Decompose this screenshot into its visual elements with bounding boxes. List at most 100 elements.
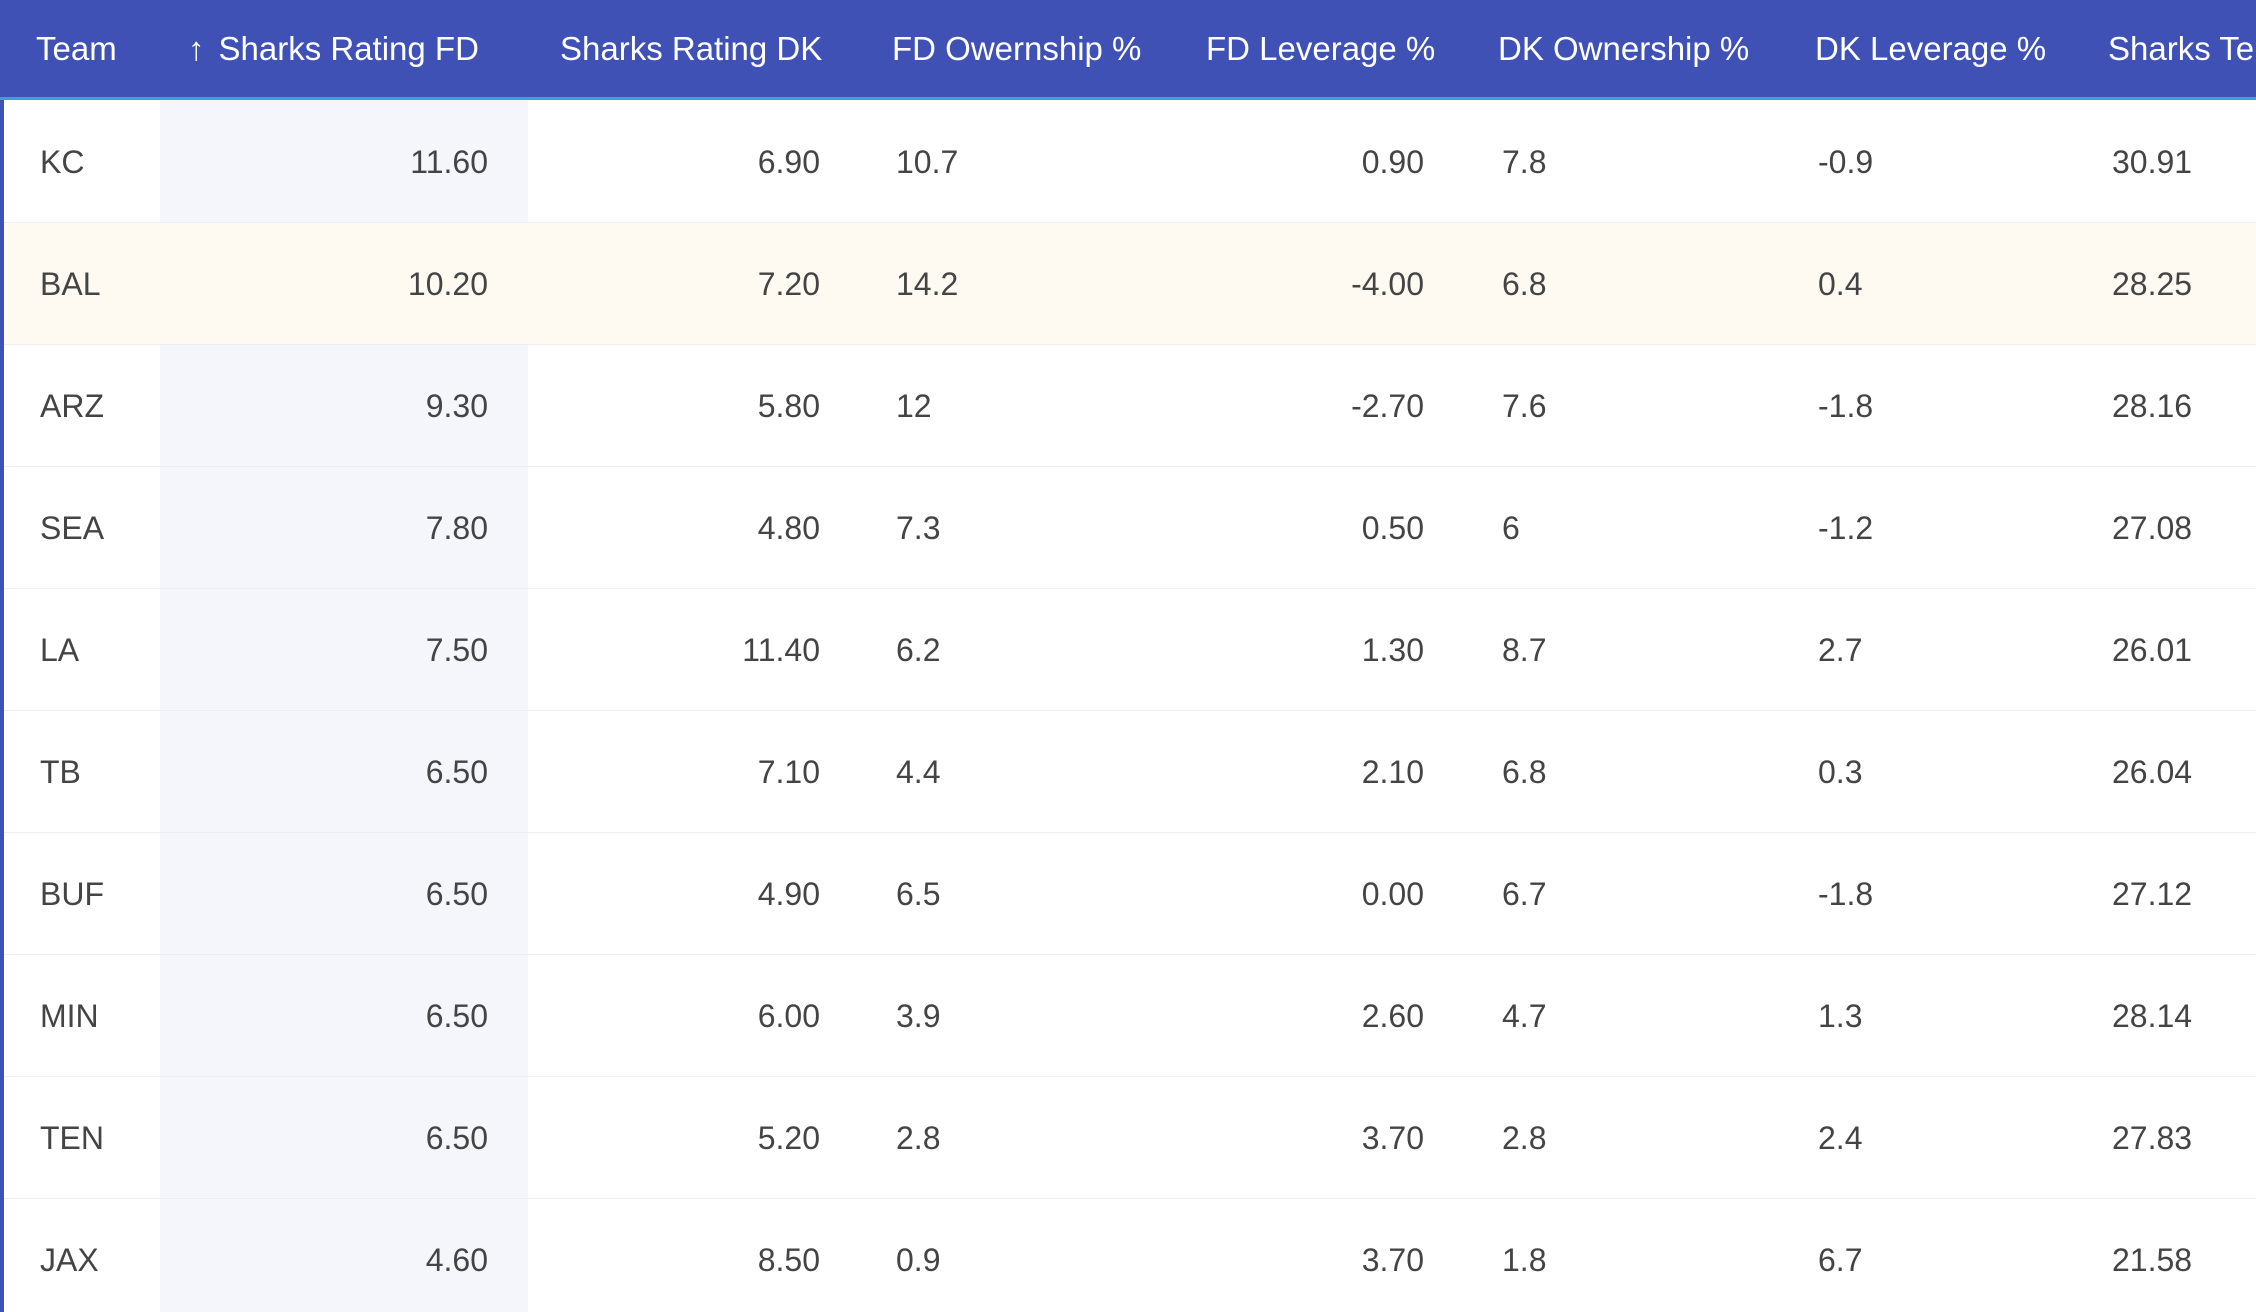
cell-dk-leverage: 0.4 bbox=[1818, 266, 1863, 302]
cell-fd-leverage: 0.50 bbox=[1361, 510, 1424, 546]
cell-team: KC bbox=[40, 144, 85, 180]
cell-dk-leverage: 0.3 bbox=[1818, 754, 1863, 790]
cell-fd-ownership: 6.5 bbox=[896, 876, 941, 912]
table-row[interactable]: MIN 6.50 6.00 3.9 2.60 4.7 1.3 28.14 bbox=[4, 955, 2256, 1077]
cell-sharks-rating-dk: 6.00 bbox=[757, 998, 820, 1034]
table-row[interactable]: TB 6.50 7.10 4.4 2.10 6.8 0.3 26.04 bbox=[4, 711, 2256, 833]
table-row[interactable]: KC 11.60 6.90 10.7 0.90 7.8 -0.9 30.91 bbox=[4, 101, 2256, 223]
cell-team: TEN bbox=[40, 1120, 104, 1156]
cell-fd-leverage: 0.00 bbox=[1361, 876, 1424, 912]
cell-sharks-team: 27.12 bbox=[2112, 876, 2193, 912]
cell-team: SEA bbox=[40, 510, 105, 546]
cell-sharks-team: 28.25 bbox=[2112, 266, 2193, 302]
table-row[interactable]: BAL 10.20 7.20 14.2 -4.00 6.8 0.4 28.25 bbox=[4, 223, 2256, 345]
cell-sharks-team: 28.16 bbox=[2112, 388, 2193, 424]
cell-sharks-rating-fd: 10.20 bbox=[407, 266, 488, 302]
header-dk-ownership[interactable]: DK Ownership % bbox=[1498, 0, 1749, 97]
cell-fd-leverage: 1.30 bbox=[1361, 632, 1424, 668]
arrow-up-icon: ↑ bbox=[188, 30, 205, 67]
cell-dk-ownership: 4.7 bbox=[1502, 998, 1547, 1034]
cell-sharks-rating-dk: 8.50 bbox=[757, 1242, 820, 1278]
cell-fd-ownership: 10.7 bbox=[896, 144, 959, 180]
header-sharks-rating-dk[interactable]: Sharks Rating DK bbox=[560, 0, 822, 97]
cell-sharks-rating-fd: 7.80 bbox=[425, 510, 488, 546]
cell-dk-ownership: 2.8 bbox=[1502, 1120, 1547, 1156]
cell-sharks-rating-dk: 11.40 bbox=[742, 632, 820, 668]
cell-fd-leverage: 3.70 bbox=[1361, 1120, 1424, 1156]
cell-fd-leverage: 2.10 bbox=[1361, 754, 1424, 790]
header-label: Sharks Rating FD bbox=[218, 30, 479, 67]
header-label: DK Ownership % bbox=[1498, 30, 1750, 67]
cell-sharks-rating-fd: 6.50 bbox=[425, 876, 488, 912]
header-sharks-team[interactable]: Sharks Te bbox=[2108, 0, 2254, 97]
cell-sharks-rating-fd: 6.50 bbox=[425, 1120, 488, 1156]
cell-fd-leverage: 2.60 bbox=[1361, 998, 1424, 1034]
cell-sharks-rating-dk: 5.80 bbox=[757, 388, 820, 424]
cell-dk-leverage: 6.7 bbox=[1818, 1242, 1863, 1278]
header-label: FD Leverage % bbox=[1206, 30, 1436, 67]
table-row[interactable]: LA 7.50 11.40 6.2 1.30 8.7 2.7 26.01 bbox=[4, 589, 2256, 711]
table-row[interactable]: ARZ 9.30 5.80 12 -2.70 7.6 -1.8 28.16 bbox=[4, 345, 2256, 467]
cell-team: BUF bbox=[40, 876, 104, 912]
header-label: FD Owernship % bbox=[892, 30, 1142, 67]
table-left-border bbox=[0, 100, 4, 1312]
cell-sharks-team: 27.08 bbox=[2112, 510, 2193, 546]
cell-team: MIN bbox=[40, 998, 99, 1034]
cell-dk-leverage: -1.2 bbox=[1818, 510, 1874, 546]
header-label: Sharks Te bbox=[2108, 30, 2255, 67]
cell-fd-ownership: 4.4 bbox=[896, 754, 941, 790]
cell-dk-leverage: 2.4 bbox=[1818, 1120, 1863, 1156]
cell-dk-ownership: 8.7 bbox=[1502, 632, 1547, 668]
cell-fd-ownership: 14.2 bbox=[896, 266, 959, 302]
cell-fd-ownership: 0.9 bbox=[896, 1242, 941, 1278]
cell-sharks-rating-fd: 9.30 bbox=[425, 388, 488, 424]
table-row[interactable]: BUF 6.50 4.90 6.5 0.00 6.7 -1.8 27.12 bbox=[4, 833, 2256, 955]
cell-fd-ownership: 7.3 bbox=[896, 510, 941, 546]
cell-dk-ownership: 6.8 bbox=[1502, 754, 1547, 790]
cell-sharks-rating-dk: 7.20 bbox=[757, 266, 820, 302]
cell-sharks-rating-fd: 7.50 bbox=[425, 632, 488, 668]
cell-sharks-rating-dk: 6.90 bbox=[757, 144, 820, 180]
cell-fd-leverage: 0.90 bbox=[1361, 144, 1424, 180]
cell-dk-ownership: 7.6 bbox=[1502, 388, 1547, 424]
cell-sharks-rating-fd: 4.60 bbox=[425, 1242, 488, 1278]
cell-fd-ownership: 2.8 bbox=[896, 1120, 941, 1156]
cell-dk-leverage: -1.8 bbox=[1818, 388, 1874, 424]
header-label: Team bbox=[36, 30, 117, 67]
cell-sharks-rating-fd: 11.60 bbox=[410, 144, 488, 180]
cell-dk-ownership: 6.7 bbox=[1502, 876, 1547, 912]
cell-team: ARZ bbox=[40, 388, 104, 424]
table-row[interactable]: TEN 6.50 5.20 2.8 3.70 2.8 2.4 27.83 bbox=[4, 1077, 2256, 1199]
table-row[interactable]: SEA 7.80 4.80 7.3 0.50 6 -1.2 27.08 bbox=[4, 467, 2256, 589]
cell-dk-ownership: 6.8 bbox=[1502, 266, 1547, 302]
cell-team: TB bbox=[40, 754, 81, 790]
cell-sharks-team: 28.14 bbox=[2112, 998, 2193, 1034]
table-row[interactable]: JAX 4.60 8.50 0.9 3.70 1.8 6.7 21.58 bbox=[4, 1199, 2256, 1312]
cell-fd-leverage: 3.70 bbox=[1361, 1242, 1424, 1278]
cell-dk-ownership: 7.8 bbox=[1502, 144, 1547, 180]
header-fd-ownership[interactable]: FD Owernship % bbox=[892, 0, 1141, 97]
cell-dk-ownership: 1.8 bbox=[1502, 1242, 1547, 1278]
cell-sharks-team: 27.83 bbox=[2112, 1120, 2193, 1156]
header-fd-leverage[interactable]: FD Leverage % bbox=[1206, 0, 1435, 97]
cell-sharks-rating-dk: 4.90 bbox=[757, 876, 820, 912]
cell-sharks-rating-dk: 7.10 bbox=[757, 754, 820, 790]
header-label: DK Leverage % bbox=[1815, 30, 2047, 67]
cell-dk-leverage: -0.9 bbox=[1818, 144, 1874, 180]
cell-sharks-rating-dk: 5.20 bbox=[757, 1120, 820, 1156]
header-dk-leverage[interactable]: DK Leverage % bbox=[1815, 0, 2046, 97]
cell-fd-ownership: 12 bbox=[896, 388, 932, 424]
cell-dk-leverage: 1.3 bbox=[1818, 998, 1863, 1034]
cell-team: BAL bbox=[40, 266, 101, 302]
cell-fd-leverage: -4.00 bbox=[1351, 266, 1424, 302]
cell-team: JAX bbox=[40, 1242, 99, 1278]
cell-sharks-rating-fd: 6.50 bbox=[425, 754, 488, 790]
header-label: Sharks Rating DK bbox=[560, 30, 823, 67]
header-sharks-rating-fd[interactable]: ↑ Sharks Rating FD bbox=[188, 0, 479, 97]
header-team[interactable]: Team bbox=[36, 0, 117, 97]
cell-sharks-team: 26.01 bbox=[2112, 632, 2193, 668]
cell-fd-leverage: -2.70 bbox=[1351, 388, 1424, 424]
cell-sharks-team: 30.91 bbox=[2112, 144, 2193, 180]
cell-sharks-rating-fd: 6.50 bbox=[425, 998, 488, 1034]
cell-sharks-team: 21.58 bbox=[2112, 1242, 2193, 1278]
